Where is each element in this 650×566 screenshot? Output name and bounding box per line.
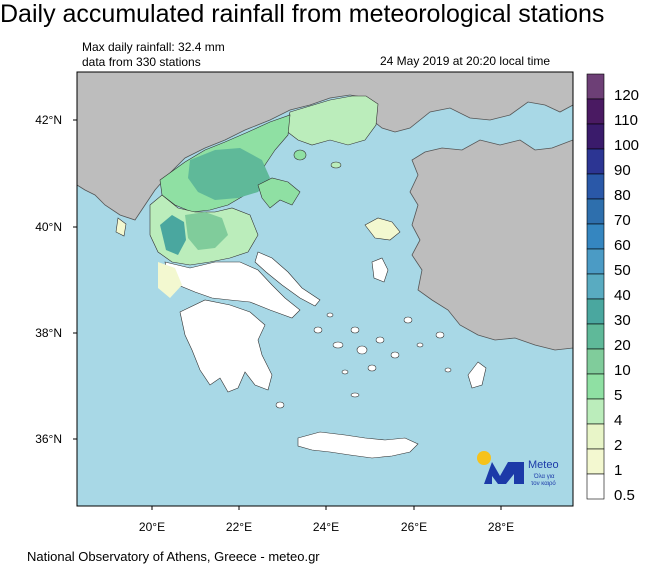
thrace-region xyxy=(284,95,379,146)
peloponnese xyxy=(179,299,273,393)
corfu-island xyxy=(115,217,127,237)
lon-label-20: 20°E xyxy=(138,520,166,534)
legend-swatch xyxy=(586,73,605,100)
legend-swatch xyxy=(586,123,605,150)
lat-label-38: 38°N xyxy=(35,326,62,340)
cyclades-islands xyxy=(275,312,452,409)
lon-label-24: 24°E xyxy=(312,520,340,534)
lat-label-42: 42°N xyxy=(35,113,62,127)
legend-level-label: 30 xyxy=(614,312,631,329)
legend-swatch xyxy=(586,273,605,300)
legend-swatch xyxy=(586,98,605,125)
rhodes-island xyxy=(467,361,487,389)
heavy-rain-zone-west xyxy=(160,215,186,255)
legend-level-label: 5 xyxy=(614,387,623,404)
lon-label-26: 26°E xyxy=(400,520,428,534)
legend-level-label: 60 xyxy=(614,237,631,254)
stations-count-text: data from 330 stations xyxy=(82,55,201,69)
legend-swatch xyxy=(586,248,605,275)
axis-ticks xyxy=(73,119,502,510)
map-frame xyxy=(76,71,574,507)
evia-island xyxy=(254,251,321,307)
legend-swatch xyxy=(586,198,605,225)
legend-level-label: 2 xyxy=(614,437,623,454)
lon-label-28: 28°E xyxy=(487,520,515,534)
legend-swatch xyxy=(586,323,605,350)
legend-level-label: 50 xyxy=(614,262,631,279)
legend-swatch xyxy=(586,373,605,400)
legend-level-label: 110 xyxy=(614,112,638,129)
lat-label-36: 36°N xyxy=(35,432,62,446)
crete-island xyxy=(297,431,419,459)
logo-name: Meteo xyxy=(528,459,559,471)
turkey-land xyxy=(409,139,573,351)
legend-level-label: 4 xyxy=(614,412,623,429)
logo-tagline-1: Όλα για xyxy=(533,474,555,480)
footer-credit: National Observatory of Athens, Greece -… xyxy=(27,549,320,564)
datetime-text: 24 May 2019 at 20:20 local time xyxy=(380,54,551,68)
legend-level-label: 1 xyxy=(614,462,623,479)
logo-tagline-2: τον καιρό xyxy=(531,480,556,487)
balkans-land xyxy=(77,72,573,221)
legend-level-label: 0.5 xyxy=(614,487,635,504)
legend-level-label: 40 xyxy=(614,287,631,304)
legend-level-label: 120 xyxy=(614,87,640,104)
legend-swatch xyxy=(586,473,605,500)
lon-label-22: 22°E xyxy=(225,520,253,534)
thasos-island xyxy=(293,149,307,161)
legend-level-label: 90 xyxy=(614,162,631,179)
lesvos-island xyxy=(364,217,401,241)
legend-swatch xyxy=(586,423,605,450)
legend-level-label: 70 xyxy=(614,212,631,229)
legend-swatch xyxy=(586,448,605,475)
legend-swatch xyxy=(586,148,605,175)
legend-level-label: 10 xyxy=(614,362,631,379)
legend-level-label: 80 xyxy=(614,187,631,204)
meteo-logo: Meteo Όλα για τον καιρό xyxy=(477,451,559,487)
legend-swatch xyxy=(586,348,605,375)
legend-colorbar xyxy=(586,73,605,500)
heavy-rain-zone-north xyxy=(188,148,270,200)
legend-level-label: 20 xyxy=(614,337,631,354)
meteo-m-icon xyxy=(484,462,524,484)
legend-swatch xyxy=(586,398,605,425)
central-greece-region xyxy=(164,261,301,319)
max-rainfall-text: Max daily rainfall: 32.4 mm xyxy=(82,40,225,54)
legend-swatch xyxy=(586,223,605,250)
lat-label-40: 40°N xyxy=(35,220,62,234)
legend-level-label: 100 xyxy=(614,137,640,154)
moderate-rain-zone xyxy=(185,212,228,250)
map-title: Daily accumulated rainfall from meteorol… xyxy=(0,0,605,28)
light-rain-zone xyxy=(158,262,182,298)
samothraki-island xyxy=(330,161,342,169)
sun-icon xyxy=(477,451,491,465)
chalkidiki xyxy=(257,177,301,209)
chios-island xyxy=(371,257,389,283)
legend-swatch xyxy=(586,298,605,325)
legend-swatch xyxy=(586,173,605,200)
